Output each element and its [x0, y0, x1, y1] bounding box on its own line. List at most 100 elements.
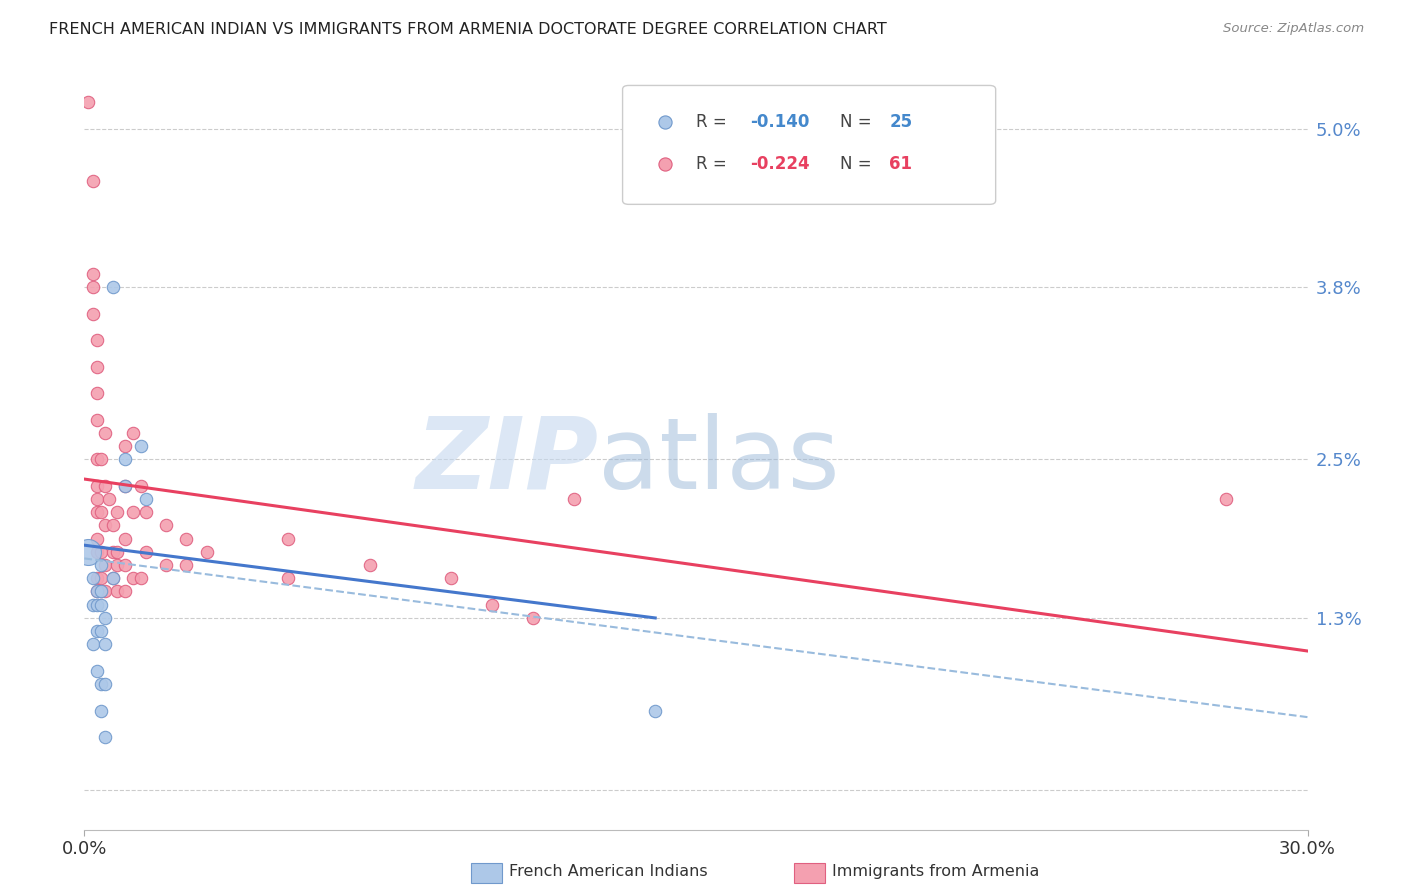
- Point: [86, 412, 108, 426]
- Point: [82, 280, 104, 294]
- Point: [93, 677, 115, 691]
- Point: [114, 439, 136, 453]
- Point: [105, 545, 128, 559]
- Point: [522, 611, 544, 625]
- Point: [77, 545, 100, 559]
- Text: R =: R =: [696, 112, 733, 130]
- Point: [82, 598, 104, 612]
- Point: [82, 174, 104, 188]
- Point: [93, 637, 115, 651]
- Point: [122, 505, 145, 519]
- Point: [77, 95, 100, 109]
- Point: [135, 491, 157, 506]
- Point: [86, 505, 108, 519]
- Point: [86, 584, 108, 599]
- Text: ZIP: ZIP: [415, 413, 598, 510]
- Point: [105, 505, 128, 519]
- Point: [90, 558, 112, 572]
- Text: FRENCH AMERICAN INDIAN VS IMMIGRANTS FROM ARMENIA DOCTORATE DEGREE CORRELATION C: FRENCH AMERICAN INDIAN VS IMMIGRANTS FRO…: [49, 22, 887, 37]
- Point: [155, 518, 177, 533]
- Point: [114, 452, 136, 467]
- Point: [82, 267, 104, 281]
- Point: [131, 478, 153, 492]
- Point: [101, 571, 124, 585]
- Point: [101, 571, 124, 585]
- Point: [90, 624, 112, 639]
- Point: [93, 611, 115, 625]
- Point: [131, 571, 153, 585]
- Point: [122, 425, 145, 440]
- Point: [93, 425, 115, 440]
- Text: French American Indians: French American Indians: [509, 864, 707, 879]
- Point: [105, 584, 128, 599]
- Point: [277, 532, 299, 546]
- Point: [86, 532, 108, 546]
- Text: atlas: atlas: [598, 413, 839, 510]
- Point: [86, 584, 108, 599]
- Point: [481, 598, 503, 612]
- Point: [86, 598, 108, 612]
- Point: [86, 571, 108, 585]
- Point: [93, 478, 115, 492]
- Point: [277, 571, 299, 585]
- Point: [86, 491, 108, 506]
- Text: -0.140: -0.140: [749, 112, 810, 130]
- Point: [101, 518, 124, 533]
- Point: [114, 584, 136, 599]
- Point: [90, 505, 112, 519]
- Point: [114, 478, 136, 492]
- Point: [86, 545, 108, 559]
- Point: [90, 704, 112, 718]
- Point: [174, 558, 197, 572]
- Point: [90, 584, 112, 599]
- Point: [101, 280, 124, 294]
- Point: [114, 558, 136, 572]
- Point: [86, 478, 108, 492]
- Point: [562, 491, 585, 506]
- Point: [93, 730, 115, 744]
- Point: [93, 584, 115, 599]
- Point: [97, 491, 120, 506]
- Point: [86, 664, 108, 678]
- Point: [131, 439, 153, 453]
- Point: [101, 545, 124, 559]
- Text: 61: 61: [889, 155, 912, 173]
- Point: [90, 584, 112, 599]
- Point: [90, 452, 112, 467]
- Point: [1215, 491, 1237, 506]
- Point: [359, 558, 381, 572]
- Text: R =: R =: [696, 155, 733, 173]
- Text: Source: ZipAtlas.com: Source: ZipAtlas.com: [1223, 22, 1364, 36]
- Text: N =: N =: [841, 112, 877, 130]
- Text: 25: 25: [889, 112, 912, 130]
- Point: [93, 558, 115, 572]
- FancyBboxPatch shape: [623, 86, 995, 204]
- Point: [135, 545, 157, 559]
- Point: [114, 532, 136, 546]
- Point: [105, 558, 128, 572]
- Point: [86, 386, 108, 401]
- Point: [440, 571, 463, 585]
- Point: [82, 307, 104, 321]
- Point: [86, 333, 108, 347]
- Point: [86, 359, 108, 374]
- Point: [90, 571, 112, 585]
- Point: [90, 545, 112, 559]
- Point: [135, 505, 157, 519]
- Point: [195, 545, 218, 559]
- Point: [86, 624, 108, 639]
- Point: [93, 518, 115, 533]
- Point: [90, 598, 112, 612]
- Point: [114, 478, 136, 492]
- Point: [82, 571, 104, 585]
- Text: Immigrants from Armenia: Immigrants from Armenia: [832, 864, 1039, 879]
- Point: [174, 532, 197, 546]
- Point: [155, 558, 177, 572]
- Text: -0.224: -0.224: [749, 155, 810, 173]
- Point: [122, 571, 145, 585]
- Point: [86, 452, 108, 467]
- Point: [82, 637, 104, 651]
- Point: [90, 677, 112, 691]
- Text: N =: N =: [841, 155, 877, 173]
- Point: [644, 704, 666, 718]
